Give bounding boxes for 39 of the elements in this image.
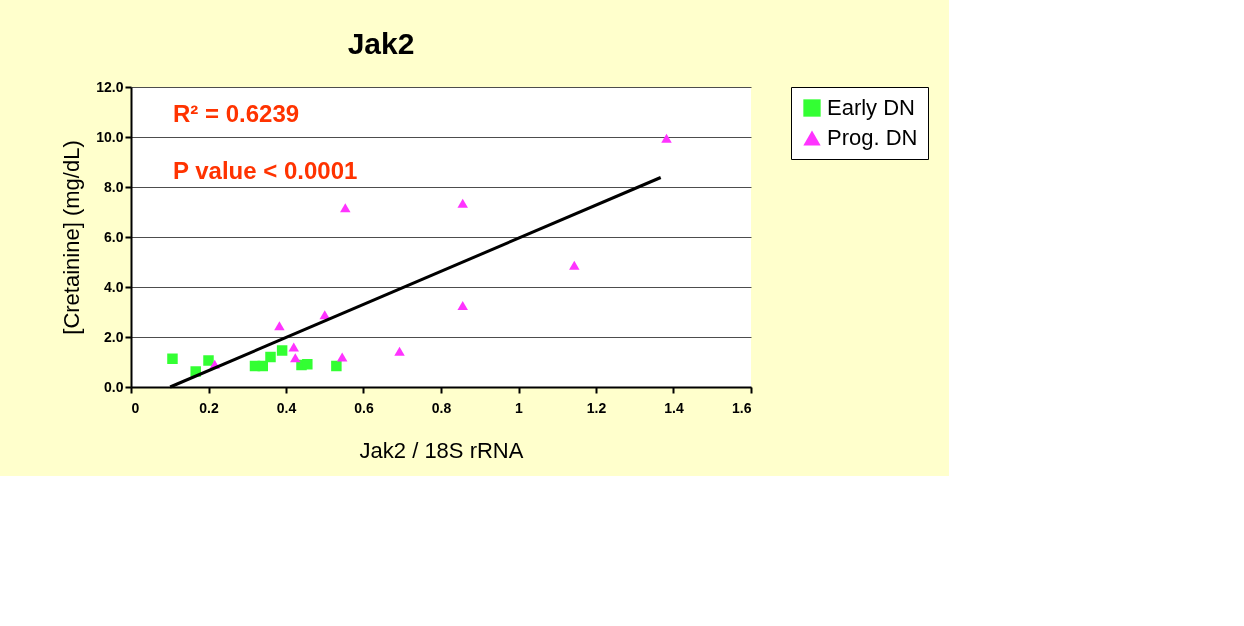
- point: [394, 346, 405, 356]
- x-tick-label: 0.2: [199, 399, 219, 416]
- point: [274, 321, 285, 331]
- point: [457, 300, 468, 311]
- x-tick-label: 0.4: [276, 399, 297, 416]
- x-tick-label: 0: [131, 399, 140, 416]
- point: [336, 352, 348, 362]
- legend-label: Early DN: [827, 95, 916, 120]
- point: [276, 345, 288, 356]
- point: [302, 359, 313, 370]
- point: [203, 355, 214, 366]
- y-tick-label: 10.0: [96, 128, 124, 145]
- y-tick-label: 8.0: [104, 178, 124, 195]
- y-tick-label: 12.0: [96, 78, 124, 95]
- chart-title: Jak2: [347, 27, 415, 60]
- y-tick-label: 4.0: [104, 278, 124, 295]
- x-tick-label: 0.8: [431, 399, 452, 416]
- x-tick-label: 1.6: [732, 399, 752, 416]
- y-tick-label: 0.0: [104, 378, 124, 395]
- x-tick-label: 1.4: [664, 399, 684, 416]
- point: [290, 353, 301, 363]
- point: [457, 198, 468, 208]
- x-tick-label: 1: [515, 399, 524, 416]
- annotation: R² = 0.6239: [173, 100, 300, 127]
- y-tick-label: 6.0: [104, 228, 124, 245]
- point: [569, 260, 580, 270]
- legend-label: Prog. DN: [827, 125, 918, 150]
- point: [288, 342, 299, 352]
- point: [340, 203, 351, 213]
- y-axis-title: [Cretainine] (mg/dL): [59, 140, 85, 335]
- point: [167, 353, 178, 364]
- y-tick-label: 2.0: [104, 328, 124, 345]
- point: [331, 360, 342, 372]
- x-tick-label: 0.6: [354, 399, 374, 416]
- annotation: P value < 0.0001: [173, 157, 358, 184]
- x-tick-label: 1.2: [586, 399, 607, 416]
- point: [661, 133, 672, 143]
- x-axis-title: Jak2 / 18S rRNA: [359, 437, 524, 463]
- point: [265, 351, 276, 363]
